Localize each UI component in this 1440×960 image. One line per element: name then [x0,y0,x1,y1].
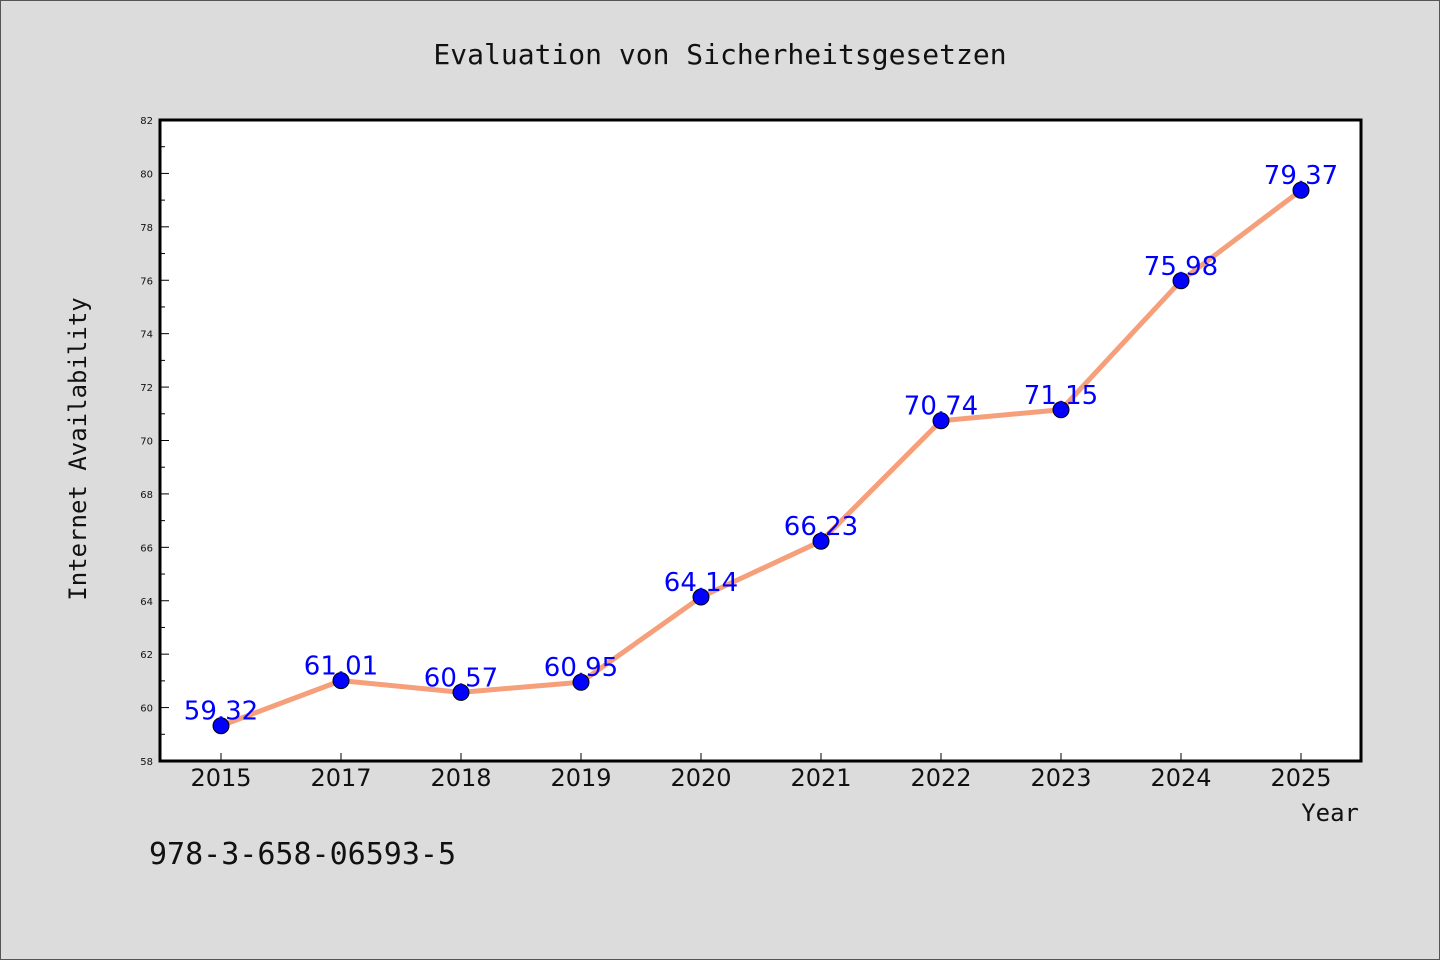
x-tick-label: 2017 [310,764,371,792]
data-label: 61.01 [304,652,378,682]
x-tick-label: 2018 [430,764,491,792]
data-label: 59.32 [184,697,258,727]
y-tick-label: 66 [140,543,153,554]
data-label: 75.98 [1144,252,1218,282]
chart-title: Evaluation von Sicherheitsgesetzen [433,38,1006,71]
data-point [1292,181,1310,199]
data-label: 64.14 [664,568,738,598]
data-label: 70.74 [904,392,978,422]
y-axis-label: Internet Availability [64,297,92,600]
y-tick-label: 76 [140,276,153,287]
x-tick-label: 2020 [670,764,731,792]
data-label: 79.37 [1264,161,1338,191]
x-tick-label: 2021 [790,764,851,792]
data-label: 66.23 [784,512,858,542]
data-point [692,588,710,606]
y-tick-label: 78 [140,223,153,234]
y-tick-label: 64 [140,597,153,608]
x-tick-label: 2019 [550,764,611,792]
y-tick-label: 62 [140,650,153,661]
data-point [332,672,350,690]
y-tick-label: 80 [140,169,153,180]
x-tick-label: 2022 [910,764,971,792]
x-axis: 2015 2017 2018 2019 2020 2021 2022 2023 2024 2025 [190,753,1332,792]
data-point [932,412,950,430]
data-point [572,673,590,691]
series-layer [212,181,1310,735]
x-tick-label: 2015 [190,764,251,792]
y-tick-label: 72 [140,383,153,394]
data-point [212,717,230,735]
series-line [220,188,1303,729]
data-point [1172,272,1190,290]
y-tick-label: 58 [140,757,153,768]
data-point [452,683,470,701]
y-tick-label: 60 [140,704,153,715]
data-label: 60.57 [424,663,498,693]
x-tick-label: 2025 [1270,764,1331,792]
data-labels: 59.32 61.01 60.57 60.95 64.14 66.23 70.74 71.15… [184,161,1338,727]
x-tick-label: 2024 [1150,764,1211,792]
y-axis: 58 60 62 64 66 68 70 72 74 76 78 80 82 [140,116,169,768]
plot-area [158,118,1363,763]
x-tick-label: 2023 [1030,764,1091,792]
y-tick-label: 68 [140,490,153,501]
data-label: 71.15 [1024,381,1098,411]
y-tick-label: 82 [140,116,153,127]
isbn-text: 978-3-658-06593-5 [149,837,456,872]
y-tick-label: 74 [140,330,153,341]
data-point [812,532,830,550]
y-tick-label: 70 [140,437,153,448]
x-axis-label: Year [1301,799,1359,827]
data-point [1052,401,1070,419]
data-label: 60.95 [544,653,618,683]
